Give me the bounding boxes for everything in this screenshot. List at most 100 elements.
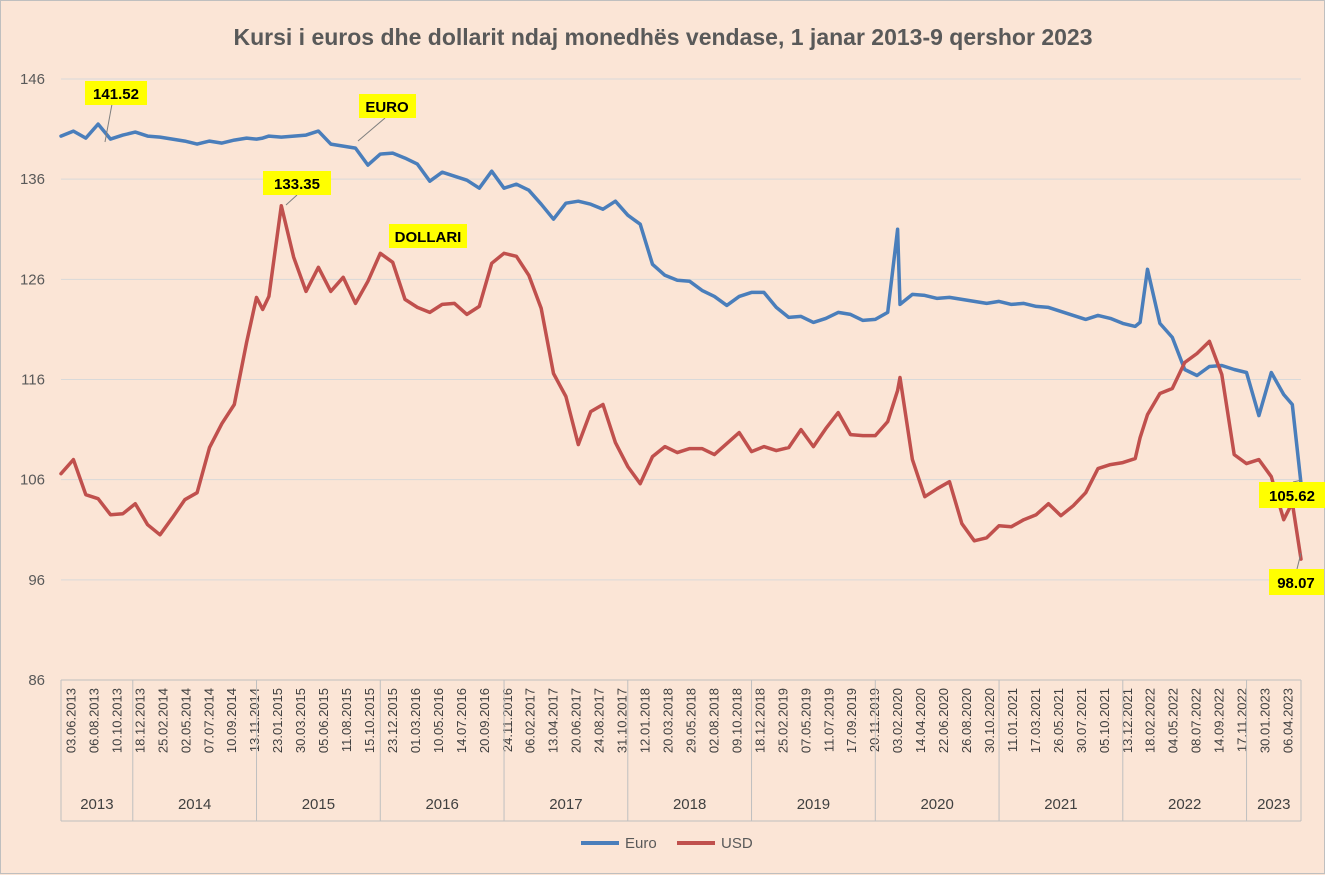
year-label: 2019 bbox=[797, 796, 830, 813]
label-euro: EURO bbox=[365, 99, 409, 116]
annotations: 141.52 EURO 133.35 DOLLARI 105.62 98.07 bbox=[85, 81, 1325, 595]
x-tick-label: 25.02.2019 bbox=[775, 688, 790, 753]
x-tick-label: 08.07.2022 bbox=[1189, 688, 1204, 753]
x-tick-label: 30.10.2020 bbox=[982, 688, 997, 753]
x-tick-label: 17.09.2019 bbox=[844, 688, 859, 753]
x-tick-label: 14.07.2016 bbox=[454, 688, 469, 753]
x-tick-label: 13.04.2017 bbox=[546, 688, 561, 753]
x-tick-label: 25.02.2014 bbox=[155, 688, 170, 753]
leader-line-usd-max bbox=[285, 194, 298, 206]
label-box-euro bbox=[359, 94, 416, 118]
year-label: 2023 bbox=[1257, 796, 1290, 813]
x-tick-label: 12.01.2018 bbox=[638, 688, 653, 753]
grid-lines bbox=[61, 78, 1301, 581]
y-tick-label: 96 bbox=[28, 572, 45, 589]
year-label: 2021 bbox=[1044, 796, 1077, 813]
legend-label-usd: USD bbox=[721, 835, 753, 852]
x-tick-label: 29.05.2018 bbox=[683, 688, 698, 753]
x-tick-label: 10.09.2014 bbox=[224, 688, 239, 753]
x-tick-label: 17.03.2021 bbox=[1028, 688, 1043, 753]
series-line-euro bbox=[59, 122, 1303, 486]
x-tick-label: 30.01.2023 bbox=[1258, 688, 1273, 753]
x-tick-label: 18.02.2022 bbox=[1143, 688, 1158, 753]
y-tick-label: 116 bbox=[21, 372, 45, 389]
x-tick-label: 07.07.2014 bbox=[201, 688, 216, 753]
year-label: 2014 bbox=[178, 796, 211, 813]
x-tick-label: 14.04.2020 bbox=[913, 688, 928, 753]
legend: Euro USD bbox=[581, 835, 753, 852]
x-tick-label: 11.07.2019 bbox=[821, 688, 836, 752]
x-axis: 03.06.2013 06.08.2013 10.10.2013 18.12.2013… bbox=[60, 679, 1302, 822]
label-usd: DOLLARI bbox=[395, 229, 462, 246]
x-tick-label: 17.11.2022 bbox=[1235, 688, 1250, 752]
year-label: 2017 bbox=[549, 796, 582, 813]
x-tick-label: 24.08.2017 bbox=[592, 688, 607, 753]
year-label: 2015 bbox=[302, 796, 335, 813]
label-box-euro-max bbox=[85, 81, 147, 105]
x-tick-label: 14.09.2022 bbox=[1212, 688, 1227, 753]
x-tick-label: 22.06.2020 bbox=[936, 688, 951, 753]
x-tick-label: 20.09.2016 bbox=[477, 688, 492, 753]
x-tick-label: 01.03.2016 bbox=[408, 688, 423, 753]
chart-title: Kursi i euros dhe dollarit ndaj monedhës… bbox=[234, 24, 1093, 50]
label-euro-last: 105.62 bbox=[1269, 488, 1315, 505]
y-tick-label: 126 bbox=[20, 271, 45, 288]
x-tick-label: 20.11.2019 bbox=[867, 688, 882, 752]
x-tick-label: 20.03.2018 bbox=[661, 688, 676, 753]
y-tick-label: 136 bbox=[20, 171, 45, 188]
x-tick-label: 20.06.2017 bbox=[569, 688, 584, 753]
x-tick-label: 15.10.2015 bbox=[362, 688, 377, 753]
year-label: 2022 bbox=[1168, 796, 1201, 813]
x-tick-label: 31.10.2017 bbox=[615, 688, 630, 753]
label-box-usd-max bbox=[263, 171, 331, 195]
y-tick-label: 86 bbox=[28, 672, 45, 689]
plot-area bbox=[59, 122, 1303, 561]
x-tick-label: 02.05.2014 bbox=[178, 688, 193, 753]
x-tick-label: 11.01.2021 bbox=[1005, 688, 1020, 752]
x-tick-label: 02.08.2018 bbox=[706, 688, 721, 753]
year-label: 2013 bbox=[80, 796, 113, 813]
x-tick-label: 11.08.2015 bbox=[339, 688, 354, 752]
leader-line-euro bbox=[357, 117, 386, 142]
leader-line-usd-last bbox=[1296, 552, 1302, 570]
year-label: 2020 bbox=[920, 796, 953, 813]
x-tick-label: 23.01.2015 bbox=[270, 688, 285, 753]
x-tick-label: 06.08.2013 bbox=[86, 688, 101, 753]
x-tick-label: 18.12.2018 bbox=[752, 688, 767, 753]
label-box-usd-last bbox=[1269, 569, 1324, 595]
leader-line-euro-max bbox=[104, 103, 113, 143]
y-tick-label: 146 bbox=[20, 71, 45, 88]
x-tick-label: 03.06.2013 bbox=[63, 688, 78, 753]
label-euro-max: 141.52 bbox=[93, 86, 139, 103]
x-tick-label: 07.05.2019 bbox=[798, 688, 813, 753]
label-box-euro-last bbox=[1259, 482, 1325, 508]
x-tick-label: 30.03.2015 bbox=[293, 688, 308, 753]
leader-line-euro-last bbox=[1292, 479, 1303, 483]
year-label: 2018 bbox=[673, 796, 706, 813]
x-tick-label: 13.12.2021 bbox=[1120, 688, 1135, 753]
x-tick-label: 30.07.2021 bbox=[1074, 688, 1089, 753]
legend-label-euro: Euro bbox=[625, 835, 657, 852]
year-label: 2016 bbox=[425, 796, 458, 813]
label-usd-max: 133.35 bbox=[274, 176, 320, 193]
x-tick-label: 10.10.2013 bbox=[109, 688, 124, 753]
x-tick-label: 05.06.2015 bbox=[316, 688, 331, 753]
x-tick-label: 03.02.2020 bbox=[890, 688, 905, 753]
x-tick-label: 06.02.2017 bbox=[523, 688, 538, 753]
x-tick-label: 26.08.2020 bbox=[959, 688, 974, 753]
x-tick-label: 04.05.2022 bbox=[1166, 688, 1181, 753]
label-usd-last: 98.07 bbox=[1277, 575, 1315, 592]
x-tick-label: 10.05.2016 bbox=[431, 688, 446, 753]
x-tick-label: 18.12.2013 bbox=[132, 688, 147, 753]
x-tick-label: 26.05.2021 bbox=[1051, 688, 1066, 753]
series-line-usd bbox=[59, 203, 1303, 561]
x-tick-label: 23.12.2015 bbox=[385, 688, 400, 753]
label-box-usd bbox=[389, 224, 467, 248]
x-tick-label: 24.11.2016 bbox=[500, 688, 515, 752]
x-tick-label: 13.11.2014 bbox=[247, 688, 262, 752]
x-tick-label: 06.04.2023 bbox=[1281, 688, 1296, 753]
x-tick-label: 05.10.2021 bbox=[1097, 688, 1112, 753]
y-axis: 86 96 106 116 126 136 146 bbox=[20, 71, 45, 689]
x-tick-label: 09.10.2018 bbox=[729, 688, 744, 753]
